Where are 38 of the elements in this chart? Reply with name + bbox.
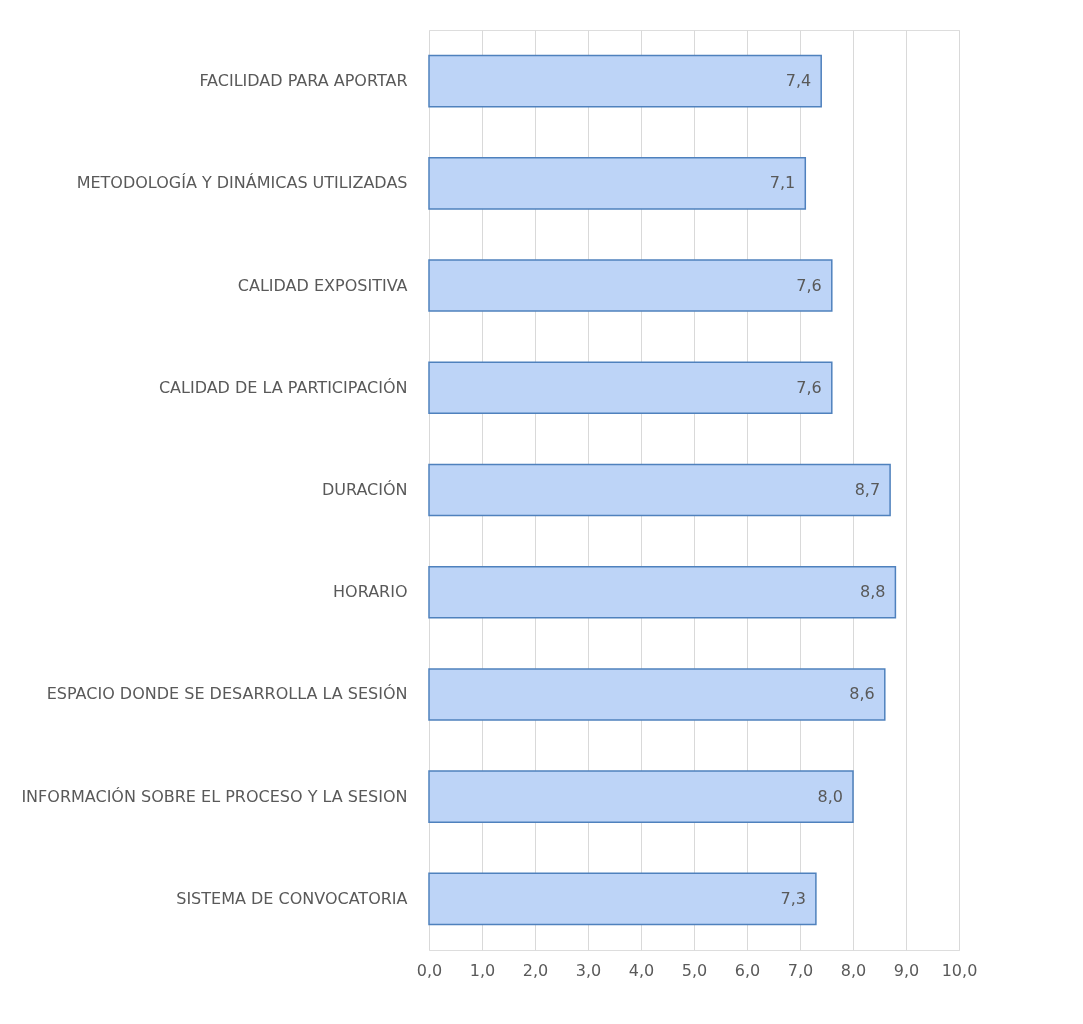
bar bbox=[428, 463, 891, 517]
data-label: 7,4 bbox=[785, 71, 812, 91]
data-label: 7,1 bbox=[769, 173, 796, 193]
x-tick-label: 0,0 bbox=[416, 960, 443, 980]
x-tick-label: 1,0 bbox=[469, 960, 496, 980]
x-tick-label: 9,0 bbox=[893, 960, 920, 980]
bar bbox=[428, 668, 886, 721]
data-label: 7,6 bbox=[796, 275, 822, 295]
bar bbox=[428, 565, 897, 619]
data-label: 8,7 bbox=[854, 480, 881, 499]
y-tick-label: DURACIÓN bbox=[321, 480, 408, 499]
y-tick-label: HORARIO bbox=[333, 582, 408, 602]
data-label: 7,6 bbox=[796, 377, 822, 397]
y-tick-label: METODOLOGÍA Y DINÁMICAS UTILIZADAS bbox=[76, 173, 408, 193]
data-label: 8,6 bbox=[849, 684, 875, 704]
y-tick-label: CALIDAD EXPOSITIVA bbox=[237, 275, 408, 295]
y-tick-label: ESPACIO DONDE SE DESARROLLA LA SESIÓN bbox=[46, 684, 408, 704]
x-tick-label: 3,0 bbox=[575, 960, 602, 980]
x-tick-label: 4,0 bbox=[628, 960, 655, 980]
bar bbox=[428, 54, 822, 108]
data-label: 8,0 bbox=[817, 786, 843, 806]
x-tick-label: 5,0 bbox=[681, 960, 708, 980]
x-tick-label: 2,0 bbox=[522, 960, 549, 980]
bar bbox=[428, 872, 817, 926]
x-tick-label: 6,0 bbox=[734, 960, 761, 980]
x-tick-label: 8,0 bbox=[840, 960, 867, 980]
y-tick-label: SISTEMA DE CONVOCATORIA bbox=[176, 888, 408, 908]
bar bbox=[428, 770, 854, 823]
bar bbox=[428, 259, 833, 312]
data-label: 7,3 bbox=[780, 888, 806, 908]
bar bbox=[428, 361, 833, 415]
y-tick-label: INFORMACIÓN SOBRE EL PROCESO Y LA SESION bbox=[21, 786, 408, 806]
data-label: 8,8 bbox=[859, 582, 886, 602]
x-tick-label: 10,0 bbox=[941, 960, 978, 980]
bar bbox=[428, 157, 807, 210]
y-tick-label: FACILIDAD PARA APORTAR bbox=[199, 71, 408, 91]
y-tick-label: CALIDAD DE LA PARTICIPACIÓN bbox=[158, 377, 408, 397]
x-tick-label: 7,0 bbox=[787, 960, 814, 980]
